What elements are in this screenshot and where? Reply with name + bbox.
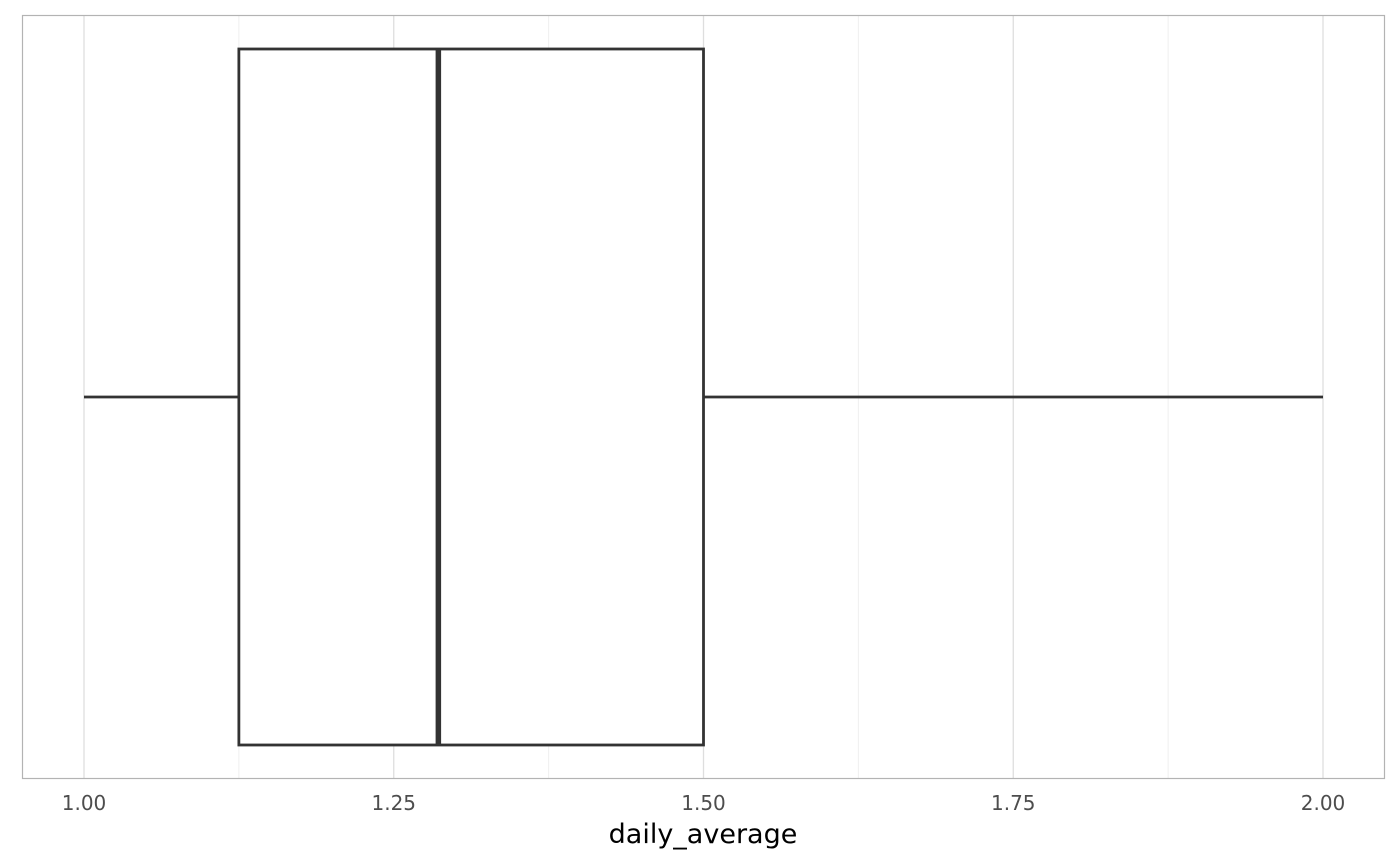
x-tick-labels: 1.00 1.25 1.50 1.75 2.00 xyxy=(62,791,1346,815)
x-tick-label: 2.00 xyxy=(1301,791,1346,815)
x-tick-label: 1.25 xyxy=(371,791,416,815)
box-plot xyxy=(84,47,1323,747)
panel-border xyxy=(21,14,1386,780)
iqr-box xyxy=(237,47,705,747)
x-axis-title: daily_average xyxy=(609,819,798,850)
x-tick-label: 1.50 xyxy=(681,791,726,815)
x-tick-label: 1.00 xyxy=(62,791,107,815)
x-tick-label: 1.75 xyxy=(991,791,1036,815)
